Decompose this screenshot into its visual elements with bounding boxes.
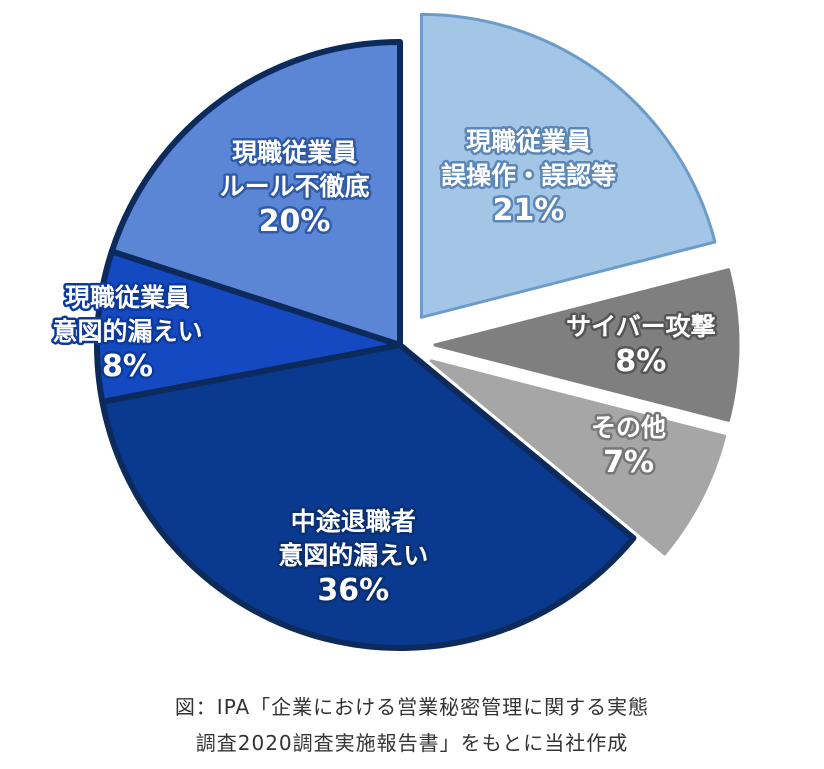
slice-category-label: ルール不徹底 (220, 172, 370, 201)
caption-line-1: 図：IPA「企業における営業秘密管理に関する実態 (174, 695, 650, 719)
slice-category-label: 意図的漏えい (278, 541, 428, 570)
pie-slice (108, 39, 403, 348)
pie-chart: 現職従業員誤操作・誤認等 21%サイバー攻撃 8%その他 7%中途退職者意図的漏えい 3… (50, 12, 740, 651)
slice-label: その他 7% (591, 413, 666, 480)
pie-slice (429, 359, 727, 556)
slice-value-label: 8% (615, 344, 666, 379)
slice-label: 現職従業員誤操作・誤認等 21% (441, 127, 616, 228)
slice-value-label: 20% (259, 204, 331, 239)
pie-slice (433, 268, 740, 422)
slice-category-label: 現職従業員 (232, 138, 357, 167)
slice-category-label: 意図的漏えい (53, 317, 203, 346)
slice-category-label: 現職従業員 (65, 283, 190, 312)
slice-label: サイバー攻撃 8% (566, 312, 716, 379)
slice-category-label: サイバー攻撃 (566, 312, 716, 341)
slice-category-label: その他 (591, 413, 666, 442)
slice-label: 現職従業員ルール不徹底 20% (220, 138, 370, 239)
slice-value-label: 21% (493, 192, 565, 227)
slice-label: 中途退職者意図的漏えい 36% (278, 507, 428, 608)
pie-slices (94, 12, 740, 651)
pie-slice (94, 248, 403, 405)
slice-category-label: 中途退職者 (291, 507, 416, 536)
slice-category-label: 誤操作・誤認等 (441, 161, 616, 190)
pie-slice (419, 12, 717, 319)
slice-value-label: 8% (102, 349, 153, 384)
slice-category-label: 現職従業員 (466, 127, 591, 156)
pie-slice (99, 342, 637, 651)
pie-labels: 現職従業員誤操作・誤認等 21%サイバー攻撃 8%その他 7%中途退職者意図的漏えい 3… (50, 124, 718, 610)
slice-value-label: 36% (317, 572, 389, 607)
slice-value-label: 7% (603, 445, 654, 480)
caption-line-2: 調査2020調査実施報告書」をもとに当社作成 (195, 731, 629, 755)
slice-label: 現職従業員意図的漏えい 8% (53, 283, 203, 384)
